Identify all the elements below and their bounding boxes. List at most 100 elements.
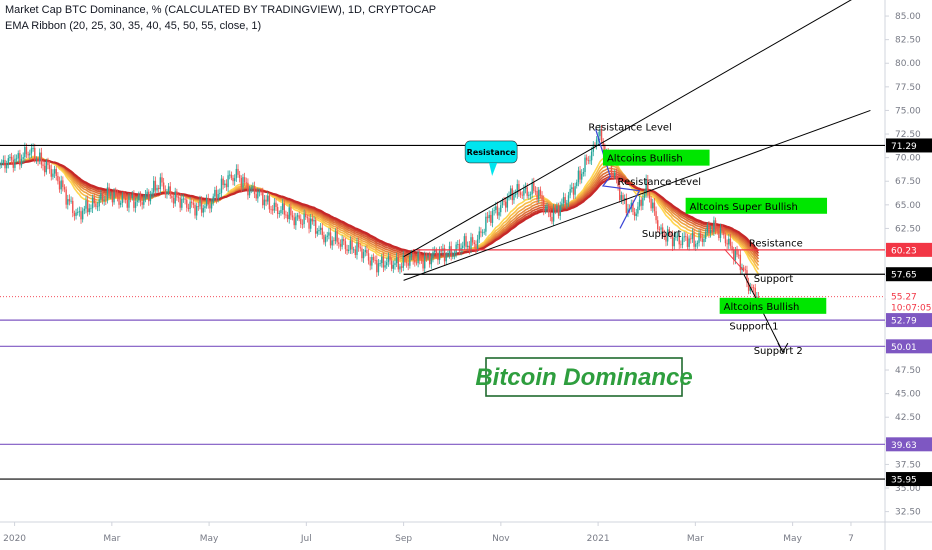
candle-body bbox=[399, 266, 401, 270]
resistance-callout-text: Resistance bbox=[467, 148, 517, 157]
candle-body bbox=[554, 208, 556, 210]
candle-body bbox=[415, 262, 418, 264]
candle-body bbox=[19, 153, 21, 166]
candle-body bbox=[566, 202, 568, 205]
candle-body bbox=[577, 170, 580, 183]
candle-body bbox=[572, 187, 575, 195]
candle-body bbox=[392, 264, 395, 269]
candle-body bbox=[27, 154, 29, 156]
candle-body bbox=[243, 177, 246, 183]
candle-body bbox=[119, 202, 122, 205]
candle-body bbox=[257, 191, 259, 199]
candle-body bbox=[424, 255, 426, 269]
y-tick-label: 80.00 bbox=[895, 59, 921, 69]
candle-body bbox=[225, 183, 228, 188]
candle-body bbox=[534, 190, 537, 192]
candle-body bbox=[666, 229, 669, 242]
candle-body bbox=[752, 287, 755, 289]
level-label-57.65: 57.65 bbox=[891, 271, 917, 281]
candle-body bbox=[521, 194, 523, 196]
candle-body bbox=[703, 238, 705, 243]
level-label-50.01: 50.01 bbox=[891, 343, 917, 353]
y-tick-label: 77.50 bbox=[895, 83, 921, 93]
candle-body bbox=[291, 215, 294, 218]
candle-body bbox=[556, 205, 558, 210]
candle-body bbox=[495, 206, 497, 211]
candle-body bbox=[404, 255, 406, 263]
candle-body bbox=[395, 257, 398, 264]
candle-body bbox=[519, 192, 522, 195]
candle-body bbox=[17, 153, 19, 159]
candle-body bbox=[0, 164, 1, 165]
altcoins-label-box bbox=[602, 149, 710, 166]
candle-body bbox=[50, 169, 52, 177]
candle-body bbox=[440, 250, 442, 252]
y-tick-label: 72.50 bbox=[895, 130, 921, 140]
candle-body bbox=[30, 148, 33, 154]
candle-body bbox=[581, 173, 583, 180]
altcoins-label-text: Altcoins Super Bullish bbox=[690, 202, 798, 213]
candle-body bbox=[283, 203, 285, 215]
candle-body bbox=[576, 182, 578, 187]
arrow-head bbox=[777, 342, 789, 354]
candle-body bbox=[316, 231, 319, 234]
level-label-71.29: 71.29 bbox=[891, 142, 917, 152]
candle-body bbox=[136, 200, 138, 203]
y-tick-label: 85.00 bbox=[895, 12, 921, 22]
candle-body bbox=[632, 202, 634, 212]
candle-body bbox=[272, 209, 274, 211]
candle-body bbox=[62, 180, 64, 188]
y-tick-label: 70.00 bbox=[895, 154, 921, 164]
candle-body bbox=[314, 219, 317, 234]
candle-body bbox=[199, 200, 201, 207]
candle-body bbox=[296, 215, 299, 217]
annotation-support: Support bbox=[642, 229, 682, 240]
candle-body bbox=[595, 139, 598, 146]
candle-body bbox=[100, 193, 102, 200]
candle-body bbox=[212, 196, 214, 203]
candle-body bbox=[457, 244, 459, 245]
x-tick-label: 2021 bbox=[587, 534, 610, 544]
candle-body bbox=[184, 198, 186, 200]
y-tick-label: 42.50 bbox=[895, 413, 921, 423]
candle-body bbox=[637, 206, 639, 214]
candle-body bbox=[25, 147, 28, 155]
candle-body bbox=[706, 225, 708, 233]
candle-body bbox=[372, 256, 375, 260]
candle-body bbox=[746, 270, 748, 283]
candle-body bbox=[280, 209, 282, 214]
candle-body bbox=[215, 189, 218, 200]
candle-body bbox=[204, 206, 206, 209]
candle-body bbox=[523, 189, 525, 196]
candle-body bbox=[72, 200, 74, 213]
candle-body bbox=[295, 216, 297, 226]
candle-body bbox=[681, 237, 684, 246]
candle-body bbox=[369, 260, 371, 266]
candle-body bbox=[518, 184, 520, 193]
candle-body bbox=[329, 232, 332, 246]
candle-body bbox=[660, 227, 662, 230]
resistance-callout-tail bbox=[489, 162, 498, 176]
candle-body bbox=[468, 245, 471, 250]
candle-body bbox=[564, 197, 566, 205]
candle-body bbox=[240, 177, 243, 188]
candle-body bbox=[24, 147, 26, 158]
candle-body bbox=[53, 169, 56, 174]
candle-body bbox=[111, 194, 114, 203]
candle-body bbox=[405, 262, 408, 264]
candle-body bbox=[547, 206, 550, 213]
candle-body bbox=[323, 235, 325, 243]
x-tick-label: May bbox=[200, 534, 219, 544]
candle-body bbox=[711, 230, 713, 233]
candle-body bbox=[718, 230, 720, 239]
candle-body bbox=[432, 251, 434, 259]
candle-body bbox=[713, 220, 715, 233]
candle-body bbox=[126, 200, 128, 208]
candle-body bbox=[81, 210, 84, 220]
candle-body bbox=[524, 187, 527, 190]
ema-55-line bbox=[0, 158, 760, 256]
candle-body bbox=[182, 198, 185, 200]
level-label-60.23: 60.23 bbox=[891, 246, 917, 256]
candle-body bbox=[192, 203, 195, 205]
